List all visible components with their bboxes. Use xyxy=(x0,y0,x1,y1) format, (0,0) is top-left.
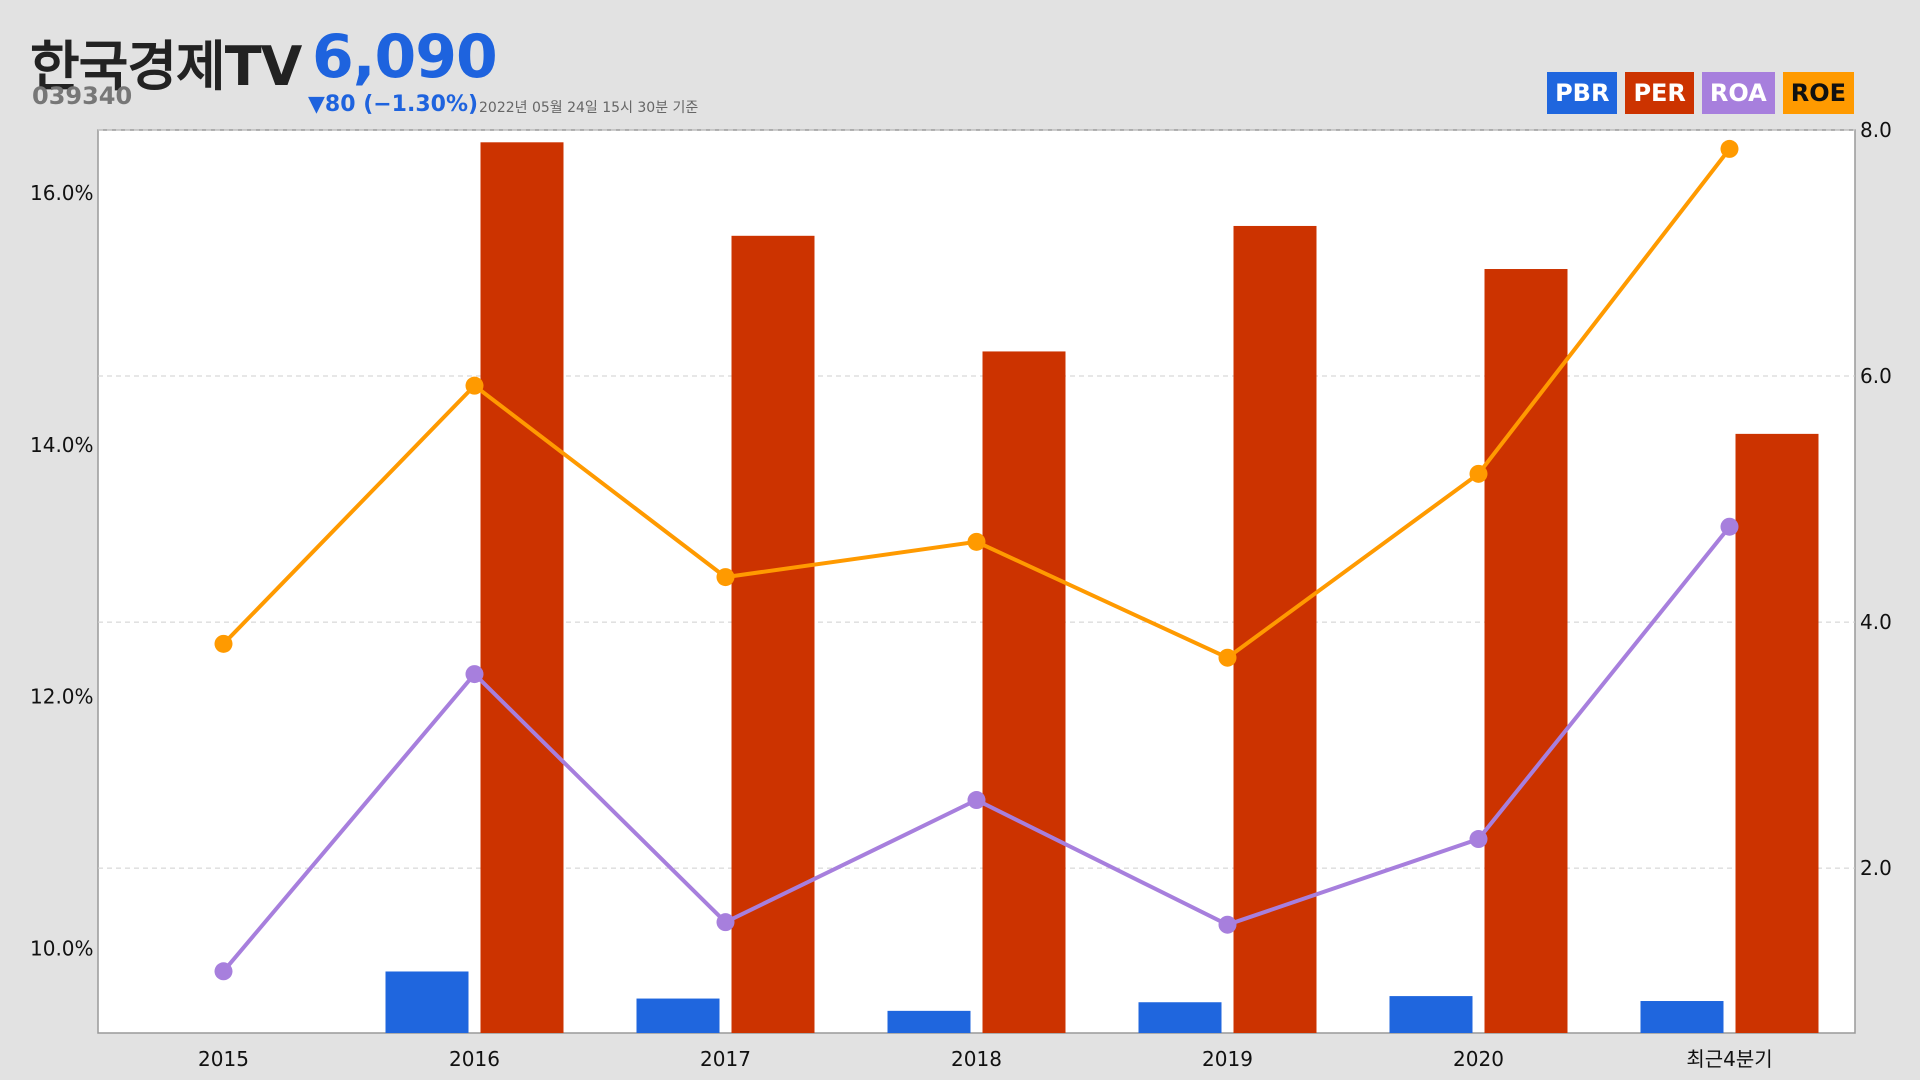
roe-point[interactable] xyxy=(716,568,735,587)
per-bar[interactable] xyxy=(1233,225,1317,1034)
roa-point[interactable] xyxy=(716,913,735,932)
x-tick-label: 최근4분기 xyxy=(1686,1047,1772,1071)
pbr-bar[interactable] xyxy=(887,1010,971,1033)
legend-per[interactable]: PER xyxy=(1625,72,1694,114)
y-left-tick-label: 10.0% xyxy=(30,937,94,961)
pbr-bar[interactable] xyxy=(385,971,469,1033)
stock-code: 039340 xyxy=(32,82,133,110)
company-name: 한국경제TV xyxy=(30,35,302,98)
roa-point[interactable] xyxy=(465,665,484,684)
roa-point[interactable] xyxy=(214,962,233,981)
stock-price: 6,090 xyxy=(312,22,498,92)
legend-roa[interactable]: ROA xyxy=(1701,72,1775,114)
legend-roe[interactable]: ROE xyxy=(1782,72,1854,114)
y-left-tick-label: 12.0% xyxy=(30,685,94,709)
x-axis-ticks: 2015 2016 2017 2018 2019 2020 최근4분기 xyxy=(198,1047,1773,1071)
roa-point[interactable] xyxy=(1720,517,1739,536)
y-right-tick-label: 4.0 xyxy=(1860,610,1892,634)
pbr-bar[interactable] xyxy=(1389,996,1473,1033)
y-axis-right-ticks: 2.0 4.0 6.0 8.0 xyxy=(1860,118,1892,880)
x-tick-label: 2015 xyxy=(198,1047,249,1071)
roe-point[interactable] xyxy=(1469,464,1488,483)
x-tick-label: 2016 xyxy=(449,1047,500,1071)
roe-point[interactable] xyxy=(1218,648,1237,667)
pbr-bar[interactable] xyxy=(1640,1001,1724,1033)
legend-pbr[interactable]: PBR xyxy=(1547,72,1618,114)
x-tick-label: 2020 xyxy=(1453,1047,1504,1071)
timestamp: 2022년 05월 24일 15시 30분 기준 xyxy=(479,100,699,116)
y-axis-left-ticks: 10.0% 12.0% 14.0% 16.0% xyxy=(30,181,94,961)
y-left-tick-label: 16.0% xyxy=(30,181,94,205)
roe-point[interactable] xyxy=(465,376,484,395)
roa-point[interactable] xyxy=(1469,830,1488,849)
per-bar[interactable] xyxy=(1735,433,1819,1033)
x-tick-label: 2018 xyxy=(951,1047,1002,1071)
price-change: ▼80 (−1.30%) xyxy=(308,92,479,117)
x-tick-label: 2019 xyxy=(1202,1047,1253,1071)
lines xyxy=(214,139,1739,981)
roe-point[interactable] xyxy=(967,532,986,551)
y-right-tick-label: 8.0 xyxy=(1860,118,1892,142)
per-bar[interactable] xyxy=(1484,269,1568,1033)
roe-point[interactable] xyxy=(1720,139,1739,158)
roe-point[interactable] xyxy=(214,634,233,653)
y-left-tick-label: 14.0% xyxy=(30,433,94,457)
roa-point[interactable] xyxy=(967,791,986,810)
legend: PBR PER ROA ROE xyxy=(1547,72,1854,114)
y-right-tick-label: 2.0 xyxy=(1860,856,1892,880)
per-bar[interactable] xyxy=(480,142,564,1033)
pbr-bar[interactable] xyxy=(636,998,720,1033)
roa-point[interactable] xyxy=(1218,915,1237,934)
gridlines xyxy=(98,129,1855,869)
per-bar[interactable] xyxy=(982,351,1066,1033)
x-tick-label: 2017 xyxy=(700,1047,751,1071)
plot-area xyxy=(97,129,1856,1034)
header: 한국경제TV 6,090 039340 ▼80 (−1.30%) 2022년 0… xyxy=(0,0,1920,130)
pbr-bar[interactable] xyxy=(1138,1002,1222,1033)
y-right-tick-label: 6.0 xyxy=(1860,364,1892,388)
